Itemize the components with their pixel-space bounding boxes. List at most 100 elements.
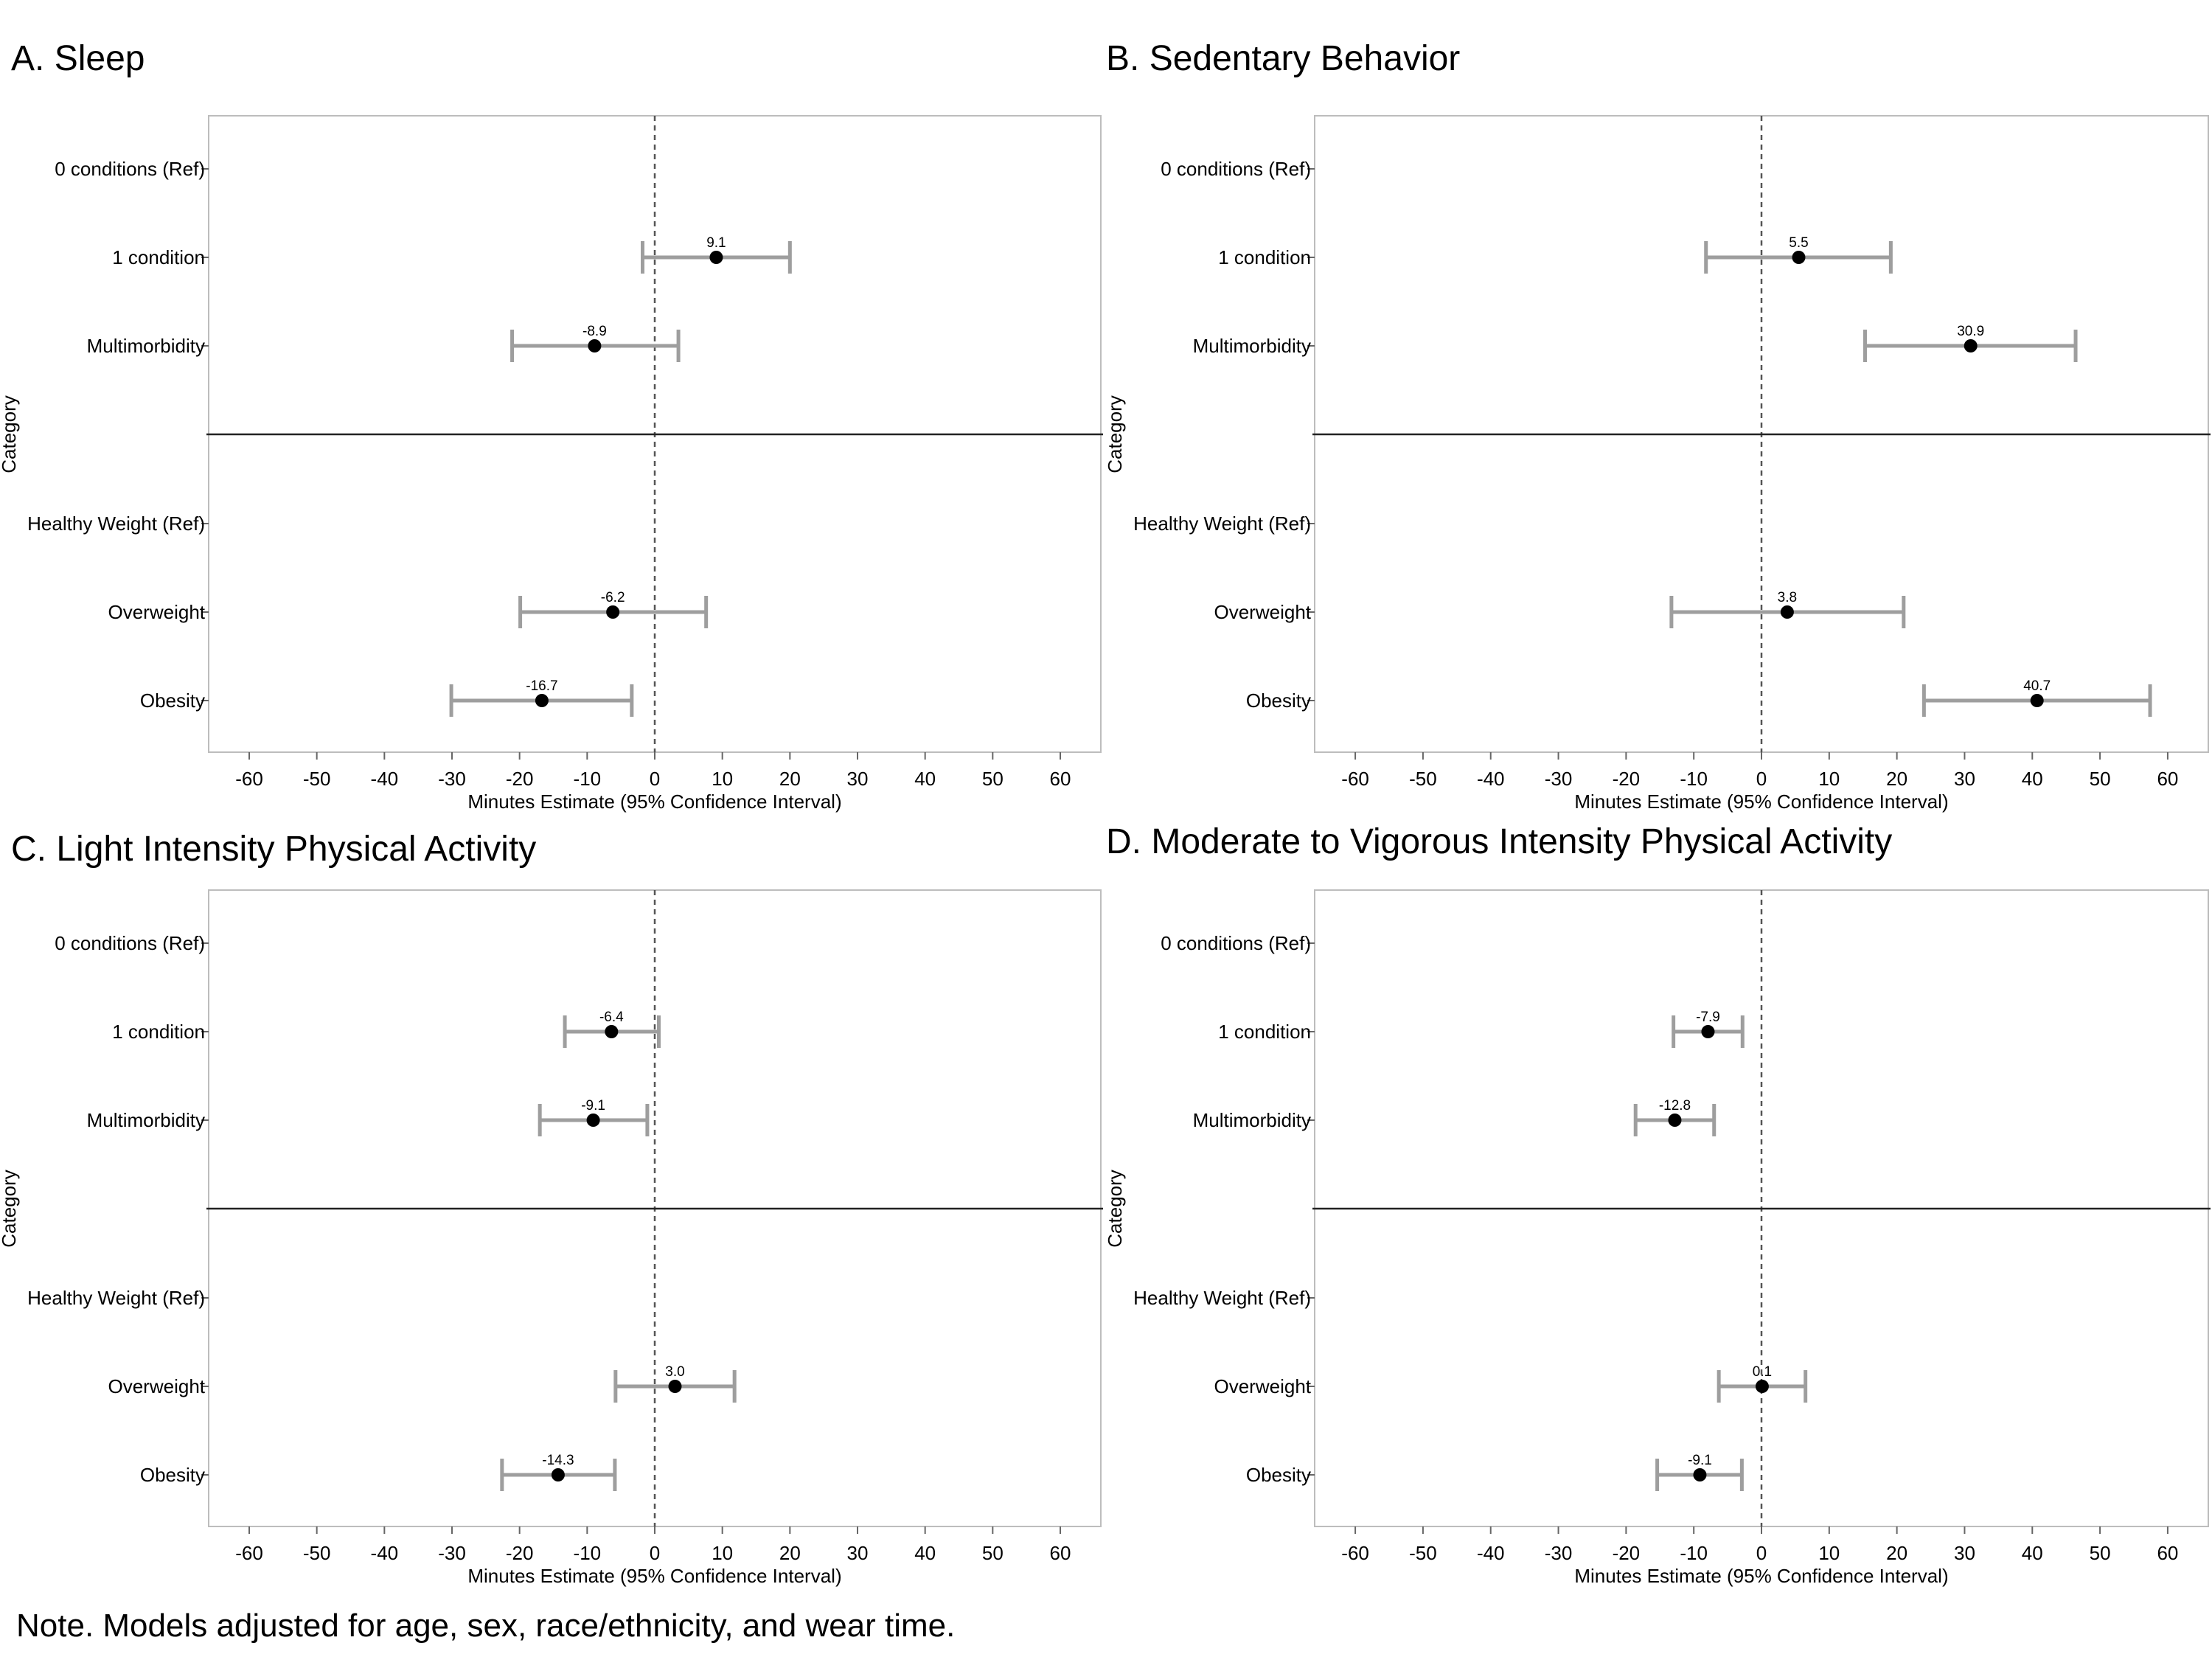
x-tick-label: -40: [371, 768, 399, 790]
row-label: Obesity: [1246, 689, 1311, 712]
x-tick-label: 60: [2157, 768, 2178, 790]
x-tick-label: -50: [303, 768, 331, 790]
x-tick-label: 0: [1756, 768, 1767, 790]
estimate-value-label: 3.8: [1778, 590, 1797, 605]
x-tick-label: 20: [779, 1542, 801, 1564]
x-tick-label: 30: [1954, 768, 1975, 790]
x-tick-label: -10: [574, 768, 602, 790]
x-tick-label: -30: [438, 1542, 466, 1564]
x-tick-label: 40: [2022, 1542, 2043, 1564]
x-tick-label: -10: [1680, 768, 1708, 790]
x-tick-label: -40: [1477, 768, 1505, 790]
estimate-value-label: -16.7: [526, 678, 557, 694]
estimate-point: [606, 605, 620, 619]
x-tick-label: 10: [712, 768, 733, 790]
y-axis-label: Category: [0, 395, 20, 473]
row-label: 1 condition: [1218, 246, 1311, 268]
estimate-point: [2030, 694, 2044, 707]
estimate-value-label: -7.9: [1696, 1010, 1720, 1025]
x-tick-label: -50: [1409, 1542, 1437, 1564]
panel-title: D. Moderate to Vigorous Intensity Physic…: [1106, 822, 1892, 861]
x-tick-label: 30: [847, 1542, 869, 1564]
x-tick-label: 0: [650, 1542, 660, 1564]
x-tick-label: -60: [235, 1542, 263, 1564]
estimate-point: [551, 1468, 565, 1481]
estimate-point: [535, 694, 549, 707]
estimate-value-label: 3.0: [665, 1364, 684, 1380]
estimate-point: [1964, 339, 1978, 352]
row-label: Overweight: [108, 1375, 206, 1397]
x-tick-label: -50: [1409, 768, 1437, 790]
row-label: 1 condition: [112, 246, 205, 268]
estimate-value-label: 5.5: [1789, 235, 1808, 251]
x-tick-label: -20: [1613, 1542, 1641, 1564]
row-label: Healthy Weight (Ref): [1133, 513, 1311, 535]
estimate-value-label: -12.8: [1659, 1098, 1691, 1114]
x-tick-label: -10: [574, 1542, 602, 1564]
row-label: Multimorbidity: [1193, 1109, 1311, 1131]
row-label: 1 condition: [112, 1021, 205, 1043]
x-tick-label: 20: [1886, 768, 1907, 790]
row-label: 0 conditions (Ref): [55, 932, 205, 954]
x-axis-label: Minutes Estimate (95% Confidence Interva…: [467, 1565, 841, 1587]
row-label: Multimorbidity: [1193, 335, 1311, 357]
x-tick-label: -50: [303, 1542, 331, 1564]
x-tick-label: 40: [914, 1542, 936, 1564]
x-tick-label: 10: [712, 1542, 733, 1564]
row-label: Multimorbidity: [87, 1109, 205, 1131]
x-tick-label: 30: [1954, 1542, 1975, 1564]
x-tick-label: -40: [1477, 1542, 1505, 1564]
row-label: 0 conditions (Ref): [55, 158, 205, 180]
panel-title: A. Sleep: [11, 39, 145, 78]
x-tick-label: 60: [1050, 1542, 1071, 1564]
x-tick-label: 10: [1818, 1542, 1840, 1564]
row-label: Overweight: [108, 601, 206, 623]
estimate-value-label: -8.9: [582, 324, 607, 339]
row-label: Healthy Weight (Ref): [27, 513, 205, 535]
x-tick-label: 30: [847, 768, 869, 790]
y-axis-label: Category: [0, 1170, 20, 1248]
x-tick-label: -20: [1613, 768, 1641, 790]
y-axis-label: Category: [1104, 1170, 1126, 1248]
estimate-value-label: -6.4: [599, 1010, 624, 1025]
estimate-value-label: 30.9: [1957, 324, 1984, 339]
estimate-value-label: 0.1: [1753, 1364, 1772, 1380]
panel-title: C. Light Intensity Physical Activity: [11, 830, 536, 869]
x-tick-label: 0: [650, 768, 660, 790]
x-tick-label: 40: [914, 768, 936, 790]
estimate-value-label: 9.1: [706, 235, 726, 251]
estimate-value-label: -9.1: [581, 1098, 605, 1114]
estimate-point: [586, 1114, 600, 1127]
x-tick-label: 0: [1756, 1542, 1767, 1564]
x-tick-label: 60: [2157, 1542, 2178, 1564]
estimate-value-label: -14.3: [542, 1453, 574, 1468]
estimate-point: [1701, 1025, 1715, 1038]
estimate-point: [709, 251, 723, 264]
panel-title: B. Sedentary Behavior: [1106, 39, 1460, 78]
x-axis-label: Minutes Estimate (95% Confidence Interva…: [1574, 1565, 1948, 1587]
estimate-value-label: -6.2: [601, 590, 625, 605]
row-label: 0 conditions (Ref): [1161, 932, 1311, 954]
estimate-point: [1755, 1380, 1769, 1393]
row-label: Overweight: [1214, 601, 1312, 623]
row-label: Healthy Weight (Ref): [1133, 1287, 1311, 1309]
estimate-point: [1668, 1114, 1682, 1127]
y-axis-label: Category: [1104, 395, 1126, 473]
x-tick-label: -20: [506, 1542, 534, 1564]
row-label: 0 conditions (Ref): [1161, 158, 1311, 180]
estimate-value-label: -9.1: [1688, 1453, 1712, 1468]
x-tick-label: -40: [371, 1542, 399, 1564]
row-label: Healthy Weight (Ref): [27, 1287, 205, 1309]
estimate-point: [668, 1380, 682, 1393]
estimate-point: [605, 1025, 619, 1038]
figure-note: Note. Models adjusted for age, sex, race…: [16, 1608, 956, 1644]
x-tick-label: -30: [1545, 768, 1573, 790]
x-tick-label: 50: [2090, 768, 2111, 790]
estimate-point: [1693, 1468, 1707, 1481]
x-axis-label: Minutes Estimate (95% Confidence Interva…: [1574, 791, 1948, 813]
row-label: Obesity: [140, 689, 205, 712]
x-tick-label: 50: [2090, 1542, 2111, 1564]
x-tick-label: 60: [1050, 768, 1071, 790]
x-tick-label: 50: [982, 768, 1004, 790]
